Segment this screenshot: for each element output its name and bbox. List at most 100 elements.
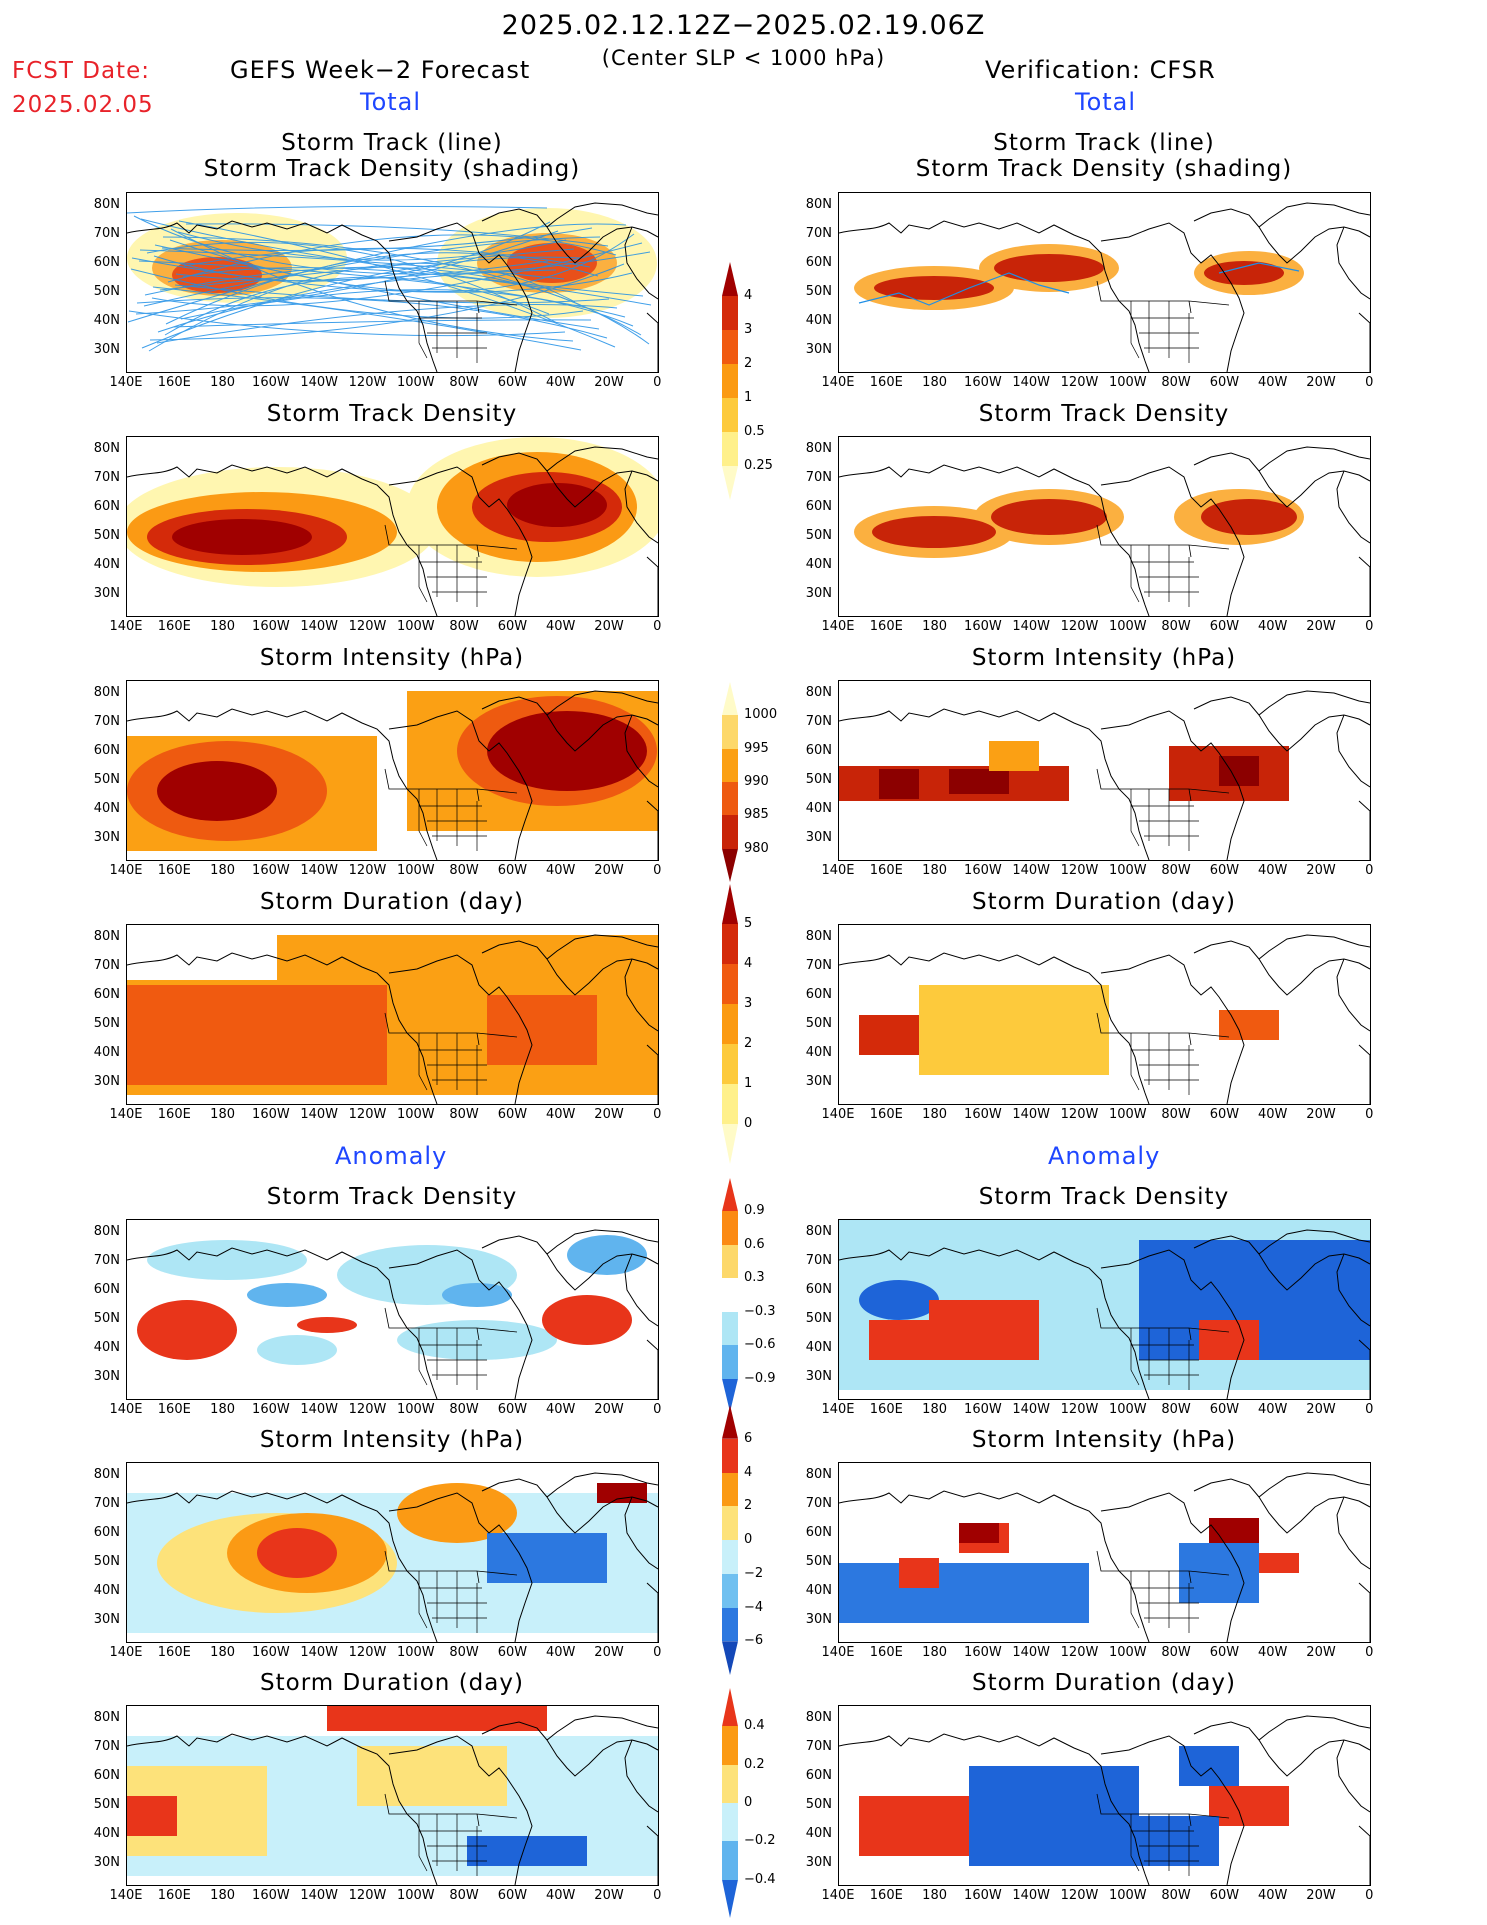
lon-label: 80W	[449, 1888, 479, 1903]
colorbar-label: 0	[744, 1532, 753, 1547]
lon-label: 0	[1365, 375, 1374, 390]
colorbar-label: 2	[744, 356, 753, 371]
lat-label: 30N	[93, 830, 120, 845]
anom-density-verification-title-0: Storm Track Density	[978, 1184, 1230, 1210]
colorbar-segment	[722, 1803, 738, 1842]
lat-label: 50N	[93, 1797, 120, 1812]
forecast-total-label: Total	[360, 88, 422, 116]
total-density-verification-title-0: Storm Track Density	[978, 401, 1230, 427]
lat-label: 30N	[805, 1369, 832, 1384]
colorbar-segment	[722, 1879, 738, 1918]
lon-label: 40W	[545, 863, 576, 878]
colorbar-label: 0	[744, 1795, 753, 1810]
lat-label: 80N	[93, 441, 120, 456]
anom-intensity-verification-map	[838, 1462, 1371, 1643]
lon-label: 160E	[869, 1402, 903, 1417]
lat-label: 40N	[93, 801, 120, 816]
colorbar-segment	[722, 924, 738, 964]
lon-label: 140E	[821, 1888, 855, 1903]
lon-label: 60W	[1209, 863, 1240, 878]
lat-label: 70N	[93, 1253, 120, 1268]
lon-label: 40W	[1257, 1645, 1288, 1660]
colorbar-segment	[722, 1178, 738, 1212]
lon-label: 140W	[1012, 1645, 1051, 1660]
lat-label: 30N	[93, 1369, 120, 1384]
date-range-title: 2025.02.12.12Z−2025.02.19.06Z	[501, 10, 986, 41]
lon-label: 100W	[1108, 375, 1147, 390]
lat-label: 40N	[93, 1340, 120, 1355]
lon-label: 80W	[449, 375, 479, 390]
lon-label: 60W	[497, 1107, 528, 1122]
lon-label: 0	[1365, 1645, 1374, 1660]
lat-label: 40N	[93, 557, 120, 572]
lon-label: 100W	[396, 863, 435, 878]
lon-label: 140E	[109, 375, 143, 390]
anom-duration-verification-map	[838, 1705, 1371, 1886]
lat-label: 50N	[805, 772, 832, 787]
colorbar-label: 0.4	[744, 1718, 765, 1734]
colorbar-label: 0.3	[744, 1270, 765, 1286]
colorbar-segment	[722, 1641, 738, 1675]
colorbar-label: 995	[744, 740, 769, 756]
lon-label: 40W	[545, 1888, 576, 1903]
lat-label: 70N	[805, 470, 832, 485]
colorbar-segment	[722, 364, 738, 398]
lon-label: 20W	[1306, 619, 1336, 634]
lat-label: 70N	[93, 470, 120, 485]
lat-label: 80N	[93, 1467, 120, 1482]
lon-label: 140W	[1012, 1402, 1051, 1417]
lon-label: 100W	[1108, 619, 1147, 634]
lat-label: 60N	[93, 499, 120, 514]
lon-label: 20W	[1306, 1107, 1336, 1122]
colorbar-segment	[722, 398, 738, 432]
lon-label: 180	[210, 863, 235, 878]
lon-label: 60W	[497, 863, 528, 878]
lon-label: 20W	[594, 1645, 624, 1660]
total-track-verification-map	[838, 192, 1371, 373]
lat-label: 50N	[805, 1797, 832, 1812]
lon-label: 80W	[1161, 1107, 1191, 1122]
colorbar-label: −0.2	[744, 1833, 776, 1849]
lon-label: 40W	[1257, 1107, 1288, 1122]
total-intensity-verification-title-0: Storm Intensity (hPa)	[971, 645, 1237, 671]
lon-label: 160E	[157, 863, 191, 878]
lat-label: 70N	[805, 958, 832, 973]
lon-label: 40W	[545, 619, 576, 634]
lat-label: 50N	[93, 284, 120, 299]
colorbar-segment	[722, 682, 738, 716]
lon-label: 100W	[1108, 863, 1147, 878]
lon-label: 20W	[1306, 863, 1336, 878]
colorbar-label: 1	[744, 1076, 753, 1091]
verification-column-title: Verification: CFSR	[985, 56, 1216, 84]
colorbar-segment	[722, 1764, 738, 1803]
lat-label: 50N	[805, 1554, 832, 1569]
colorbar-segment	[722, 848, 738, 882]
lon-label: 140W	[300, 1107, 339, 1122]
lon-label: 40W	[1257, 1402, 1288, 1417]
lat-label: 80N	[93, 929, 120, 944]
lon-label: 0	[653, 619, 662, 634]
lon-label: 180	[210, 1645, 235, 1660]
lon-label: 160W	[252, 375, 290, 390]
lon-label: 160W	[252, 1888, 290, 1903]
colorbar-segment	[722, 1244, 738, 1279]
lat-label: 40N	[805, 1045, 832, 1060]
lon-label: 60W	[497, 375, 528, 390]
lon-label: 140W	[300, 1645, 339, 1660]
colorbar-segment	[722, 1211, 738, 1245]
lon-label: 180	[922, 1107, 947, 1122]
lon-label: 80W	[449, 863, 479, 878]
lon-label: 180	[210, 375, 235, 390]
lat-label: 40N	[805, 557, 832, 572]
lat-label: 60N	[805, 1768, 832, 1783]
colorbar-label: 990	[744, 774, 769, 789]
lon-label: 160W	[964, 1645, 1002, 1660]
colorbar-label: 980	[744, 840, 769, 856]
lat-label: 80N	[93, 197, 120, 212]
lon-label: 160W	[964, 1107, 1002, 1122]
colorbar-label: 0.25	[744, 458, 773, 473]
total-density-forecast-title-0: Storm Track Density	[266, 401, 518, 427]
lat-label: 30N	[93, 1612, 120, 1627]
lat-label: 40N	[93, 313, 120, 328]
lon-label: 60W	[497, 1645, 528, 1660]
